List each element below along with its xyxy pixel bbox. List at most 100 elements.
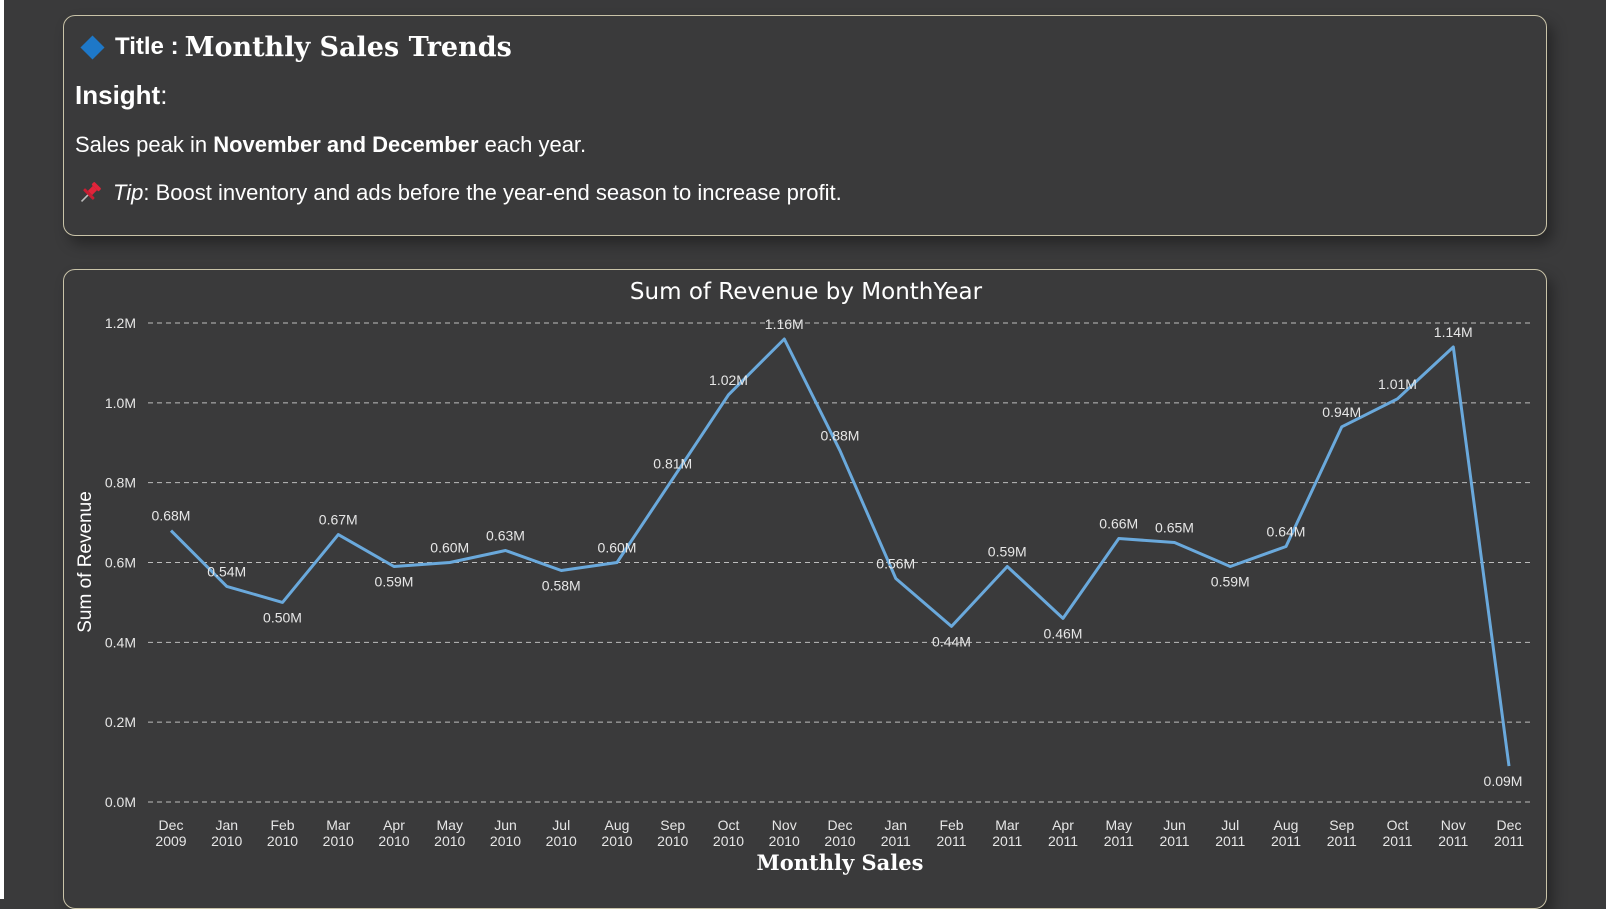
x-tick-month: Jul xyxy=(552,817,570,833)
left-edge-strip xyxy=(0,0,4,899)
y-tick-label: 0.6M xyxy=(105,555,136,571)
data-label: 0.09M xyxy=(1484,773,1523,789)
y-tick-label: 1.0M xyxy=(105,395,136,411)
data-label: 1.02M xyxy=(709,372,748,388)
x-tick-month: Oct xyxy=(718,817,740,833)
data-label: 0.88M xyxy=(821,428,860,444)
y-tick-label: 0.4M xyxy=(105,634,136,650)
x-tick-month: Jul xyxy=(1221,817,1239,833)
x-tick-month: Jun xyxy=(494,817,517,833)
x-tick-year: 2010 xyxy=(824,833,855,849)
x-tick-year: 2010 xyxy=(657,833,688,849)
insight-text-before: Sales peak in xyxy=(75,132,214,157)
x-tick-month: Jan xyxy=(215,817,238,833)
x-tick-month: Sep xyxy=(1329,817,1354,833)
data-label: 0.64M xyxy=(1267,524,1306,540)
y-axis-title: Sum of Revenue xyxy=(75,491,96,633)
x-tick-year: 2010 xyxy=(323,833,354,849)
revenue-series-line xyxy=(169,337,1511,767)
x-tick-month: Nov xyxy=(1441,817,1466,833)
insight-title-row: Title : Monthly Sales Trends xyxy=(80,30,512,64)
data-label: 1.14M xyxy=(1434,324,1473,340)
x-tick-year: 2010 xyxy=(267,833,298,849)
x-tick-year: 2011 xyxy=(1438,833,1468,849)
data-label: 0.58M xyxy=(542,577,581,593)
x-tick-month: Mar xyxy=(326,817,350,833)
insight-heading-label: Insight xyxy=(75,80,161,110)
x-tick-year: 2010 xyxy=(211,833,242,849)
x-tick-month: Nov xyxy=(772,817,797,833)
data-labels: 0.68M 0.54M 0.50M 0.67M 0.59M 0.60M 0.63M 0.58M… xyxy=(152,316,1523,789)
x-tick-year: 2011 xyxy=(1215,833,1245,849)
x-tick-year: 2011 xyxy=(1327,833,1357,849)
x-tick-year: 2011 xyxy=(1159,833,1189,849)
x-tick-year: 2010 xyxy=(769,833,800,849)
insight-text-bold: November and December xyxy=(213,132,479,157)
x-tick-year: 2011 xyxy=(1494,833,1524,849)
x-tick-month: Dec xyxy=(1497,817,1522,833)
x-tick-year: 2010 xyxy=(601,833,632,849)
chart-title: Sum of Revenue by MonthYear xyxy=(630,279,983,305)
y-tick-label: 1.2M xyxy=(105,315,136,331)
data-label: 0.56M xyxy=(876,555,915,571)
data-label: 0.68M xyxy=(152,508,191,524)
data-label: 0.94M xyxy=(1322,404,1361,420)
x-tick-year: 2011 xyxy=(1048,833,1078,849)
data-label: 0.63M xyxy=(486,528,525,544)
data-label: 0.54M xyxy=(207,563,246,579)
x-tick-year: 2011 xyxy=(936,833,966,849)
x-tick-month: Oct xyxy=(1387,817,1409,833)
insight-text: Sales peak in November and December each… xyxy=(75,132,586,158)
data-label: 0.65M xyxy=(1155,520,1194,536)
x-tick-year: 2010 xyxy=(378,833,409,849)
diamond-icon xyxy=(80,34,105,60)
y-tick-label: 0.0M xyxy=(105,794,136,810)
x-tick-month: Mar xyxy=(995,817,1019,833)
data-label: 0.44M xyxy=(932,633,971,649)
x-tick-month: Feb xyxy=(939,817,963,833)
data-label: 0.59M xyxy=(988,543,1027,559)
x-tick-year: 2009 xyxy=(155,833,186,849)
data-label: 0.50M xyxy=(263,609,302,625)
x-tick-month: May xyxy=(437,817,463,833)
tip-row: Tip: Boost inventory and ads before the … xyxy=(77,180,842,206)
x-tick-month: Dec xyxy=(828,817,853,833)
x-axis-title: Monthly Sales xyxy=(757,850,924,875)
x-tick-year: 2011 xyxy=(992,833,1022,849)
x-tick-year: 2010 xyxy=(434,833,465,849)
chart-card: Sum of Revenue by MonthYear 0.0M 0.2M 0.4M… xyxy=(63,269,1547,909)
x-tick-month: Aug xyxy=(1274,817,1299,833)
insight-heading-colon: : xyxy=(160,80,168,110)
x-tick-month: Dec xyxy=(159,817,184,833)
data-label: 0.59M xyxy=(375,573,414,589)
x-tick-year: 2010 xyxy=(713,833,744,849)
x-tick-month: May xyxy=(1106,817,1132,833)
insight-text-after: each year. xyxy=(478,132,587,157)
data-label: 0.81M xyxy=(653,456,692,472)
x-tick-month: Jan xyxy=(884,817,907,833)
x-tick-month: Apr xyxy=(1052,817,1074,833)
insight-card: Title : Monthly Sales Trends Insight: Sa… xyxy=(63,15,1547,236)
grid-lines xyxy=(148,322,1534,803)
x-tick-year: 2011 xyxy=(881,833,911,849)
x-tick-year: 2011 xyxy=(1271,833,1301,849)
data-label: 0.46M xyxy=(1044,625,1083,641)
y-tick-label: 0.2M xyxy=(105,714,136,730)
x-tick-month: Aug xyxy=(605,817,630,833)
data-label: 1.16M xyxy=(765,316,804,332)
data-label: 0.60M xyxy=(598,540,637,556)
x-tick-month: Jun xyxy=(1163,817,1186,833)
tip-label: Tip xyxy=(113,180,144,205)
data-label: 0.60M xyxy=(430,540,469,556)
x-tick-year: 2011 xyxy=(1382,833,1412,849)
series-line-layer xyxy=(169,337,1511,767)
data-label: 0.66M xyxy=(1099,516,1138,532)
x-tick-year: 2010 xyxy=(546,833,577,849)
x-tick-year: 2010 xyxy=(490,833,521,849)
title-prefix: Title : xyxy=(115,33,179,60)
x-tick-month: Feb xyxy=(270,817,294,833)
y-axis-ticks: 0.0M 0.2M 0.4M 0.6M 0.8M 1.0M 1.2M xyxy=(105,315,136,810)
pushpin-icon xyxy=(80,182,101,203)
x-tick-year: 2011 xyxy=(1104,833,1134,849)
revenue-line-chart: Sum of Revenue by MonthYear 0.0M 0.2M 0.4M… xyxy=(75,279,1534,875)
